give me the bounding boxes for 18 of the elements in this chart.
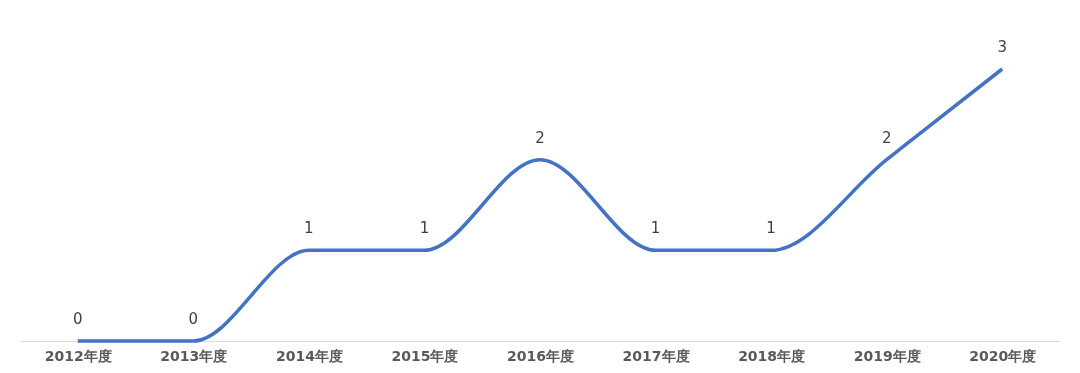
x-tick-label: 2014年度 [275,347,343,364]
x-tick-label: 2020年度 [969,347,1037,364]
x-tick-label: 2012年度 [44,347,112,364]
x-tick-label: 2018年度 [738,347,806,364]
data-label: 2 [535,128,545,147]
data-label: 0 [73,310,83,328]
data-label: 1 [304,219,314,238]
x-tick-label: 2017年度 [622,347,690,364]
x-tick-label: 2015年度 [391,347,459,364]
data-label: 1 [766,219,776,238]
data-label: 1 [419,219,430,238]
data-label: 3 [997,38,1007,56]
x-tick-label: 2013年度 [160,347,228,364]
x-tick-label: 2016年度 [507,347,574,364]
data-label: 2 [881,128,892,147]
data-label: 0 [188,310,199,328]
x-tick-label: 2019年度 [853,347,921,364]
data-label: 1 [650,219,661,238]
